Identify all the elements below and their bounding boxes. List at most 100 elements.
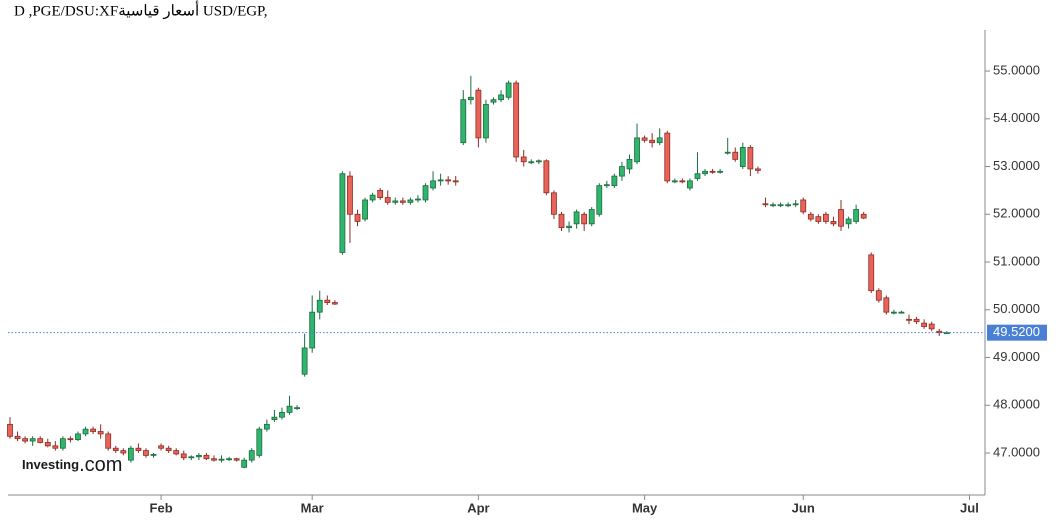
candle-body: [588, 209, 595, 225]
candle-body: [581, 213, 588, 225]
x-tick-label: May: [632, 500, 658, 515]
candle-body: [90, 428, 97, 432]
candle-body: [301, 347, 308, 375]
candle-body: [180, 453, 187, 459]
candle-body: [641, 137, 648, 141]
y-tick-label: 47.0000: [993, 444, 1040, 459]
candle-body: [37, 438, 44, 443]
candle-body: [792, 203, 799, 206]
candle-body: [75, 433, 81, 441]
candle-body: [377, 190, 384, 198]
candle-body: [347, 175, 353, 215]
candle-body: [7, 423, 13, 437]
x-tick-label: Jul: [960, 500, 979, 515]
candle-body: [785, 204, 792, 207]
candle-body: [324, 299, 331, 304]
candle-body: [384, 197, 391, 203]
candle-body: [452, 180, 459, 183]
candle-body: [256, 428, 263, 456]
candle-body: [339, 173, 346, 253]
candle-body: [407, 199, 414, 203]
candle-body: [248, 450, 255, 461]
candle-body: [271, 416, 278, 420]
candle-body: [724, 151, 731, 154]
candle-body: [309, 311, 316, 349]
y-tick-label: 49.0000: [993, 349, 1040, 364]
candle-body: [354, 213, 361, 222]
y-tick-label: 52.0000: [993, 206, 1040, 221]
chart-title: D ,PGE/DSU:XFأسعار قياسية USD/EGP,: [14, 0, 268, 19]
candle-body: [505, 82, 512, 98]
candle-body: [921, 322, 928, 327]
candle-body: [135, 447, 142, 452]
candle-body: [687, 180, 693, 189]
candle-body: [399, 200, 406, 203]
candle-body: [233, 458, 240, 461]
candle-body: [29, 438, 36, 442]
candle-body: [732, 151, 739, 160]
candle-body: [467, 96, 474, 101]
candle-body: [14, 435, 21, 440]
candle-body: [218, 458, 225, 461]
candle-body: [445, 179, 452, 182]
candle-body: [105, 433, 112, 449]
candle-body: [535, 160, 542, 163]
candle-body: [573, 211, 580, 225]
candle-body: [165, 447, 172, 452]
candle-body: [906, 318, 912, 321]
candle-body: [143, 450, 149, 456]
candle-body: [890, 311, 897, 314]
candle-body: [898, 311, 905, 314]
candle-body: [460, 99, 467, 144]
y-tick-label: 51.0000: [993, 253, 1040, 268]
candle-body: [694, 173, 701, 179]
candle-body: [739, 147, 746, 167]
x-tick-label: Apr: [467, 500, 489, 515]
candle-body: [286, 405, 293, 413]
candle-body: [316, 299, 323, 313]
candle-body: [483, 104, 489, 139]
candle-body: [830, 221, 837, 225]
candle-body: [875, 290, 882, 301]
candle-body: [158, 445, 164, 449]
candle-body: [717, 170, 724, 173]
candle-body: [664, 132, 671, 182]
candle-body: [392, 200, 399, 203]
candle-body: [528, 161, 535, 164]
candle-body: [845, 218, 852, 225]
watermark-suffix: .com: [79, 454, 122, 476]
candle-body: [241, 459, 248, 468]
candle-body: [913, 318, 920, 323]
candle-body: [868, 254, 875, 292]
candle-body: [928, 323, 935, 330]
candle-body: [97, 431, 104, 435]
candle-body: [67, 438, 74, 441]
candle-body: [362, 199, 368, 220]
last-price-box: [987, 324, 1047, 341]
y-tick-label: 53.0000: [993, 158, 1040, 173]
candle-body: [800, 199, 807, 213]
candle-body: [475, 89, 482, 139]
candle-body: [702, 170, 708, 175]
candle-body: [823, 213, 829, 222]
y-tick-label: 54.0000: [993, 110, 1040, 125]
candle-body: [656, 137, 663, 144]
candle-body: [430, 180, 436, 189]
candle-body: [883, 297, 890, 313]
candle-body: [120, 450, 127, 454]
y-tick-label: 50.0000: [993, 301, 1040, 316]
candle-body: [415, 198, 421, 201]
candle-body: [671, 180, 678, 183]
last-price-label: 49.5200: [993, 324, 1040, 339]
candle-body: [777, 204, 784, 207]
y-tick-label: 48.0000: [993, 397, 1040, 412]
candle-body: [203, 454, 210, 460]
candle-body: [498, 94, 504, 101]
x-tick-label: Jun: [792, 500, 815, 515]
candle-body: [679, 180, 686, 183]
candle-body: [807, 213, 814, 220]
candle-body: [279, 412, 285, 418]
candle-body: [762, 203, 769, 206]
candle-body: [520, 156, 527, 163]
